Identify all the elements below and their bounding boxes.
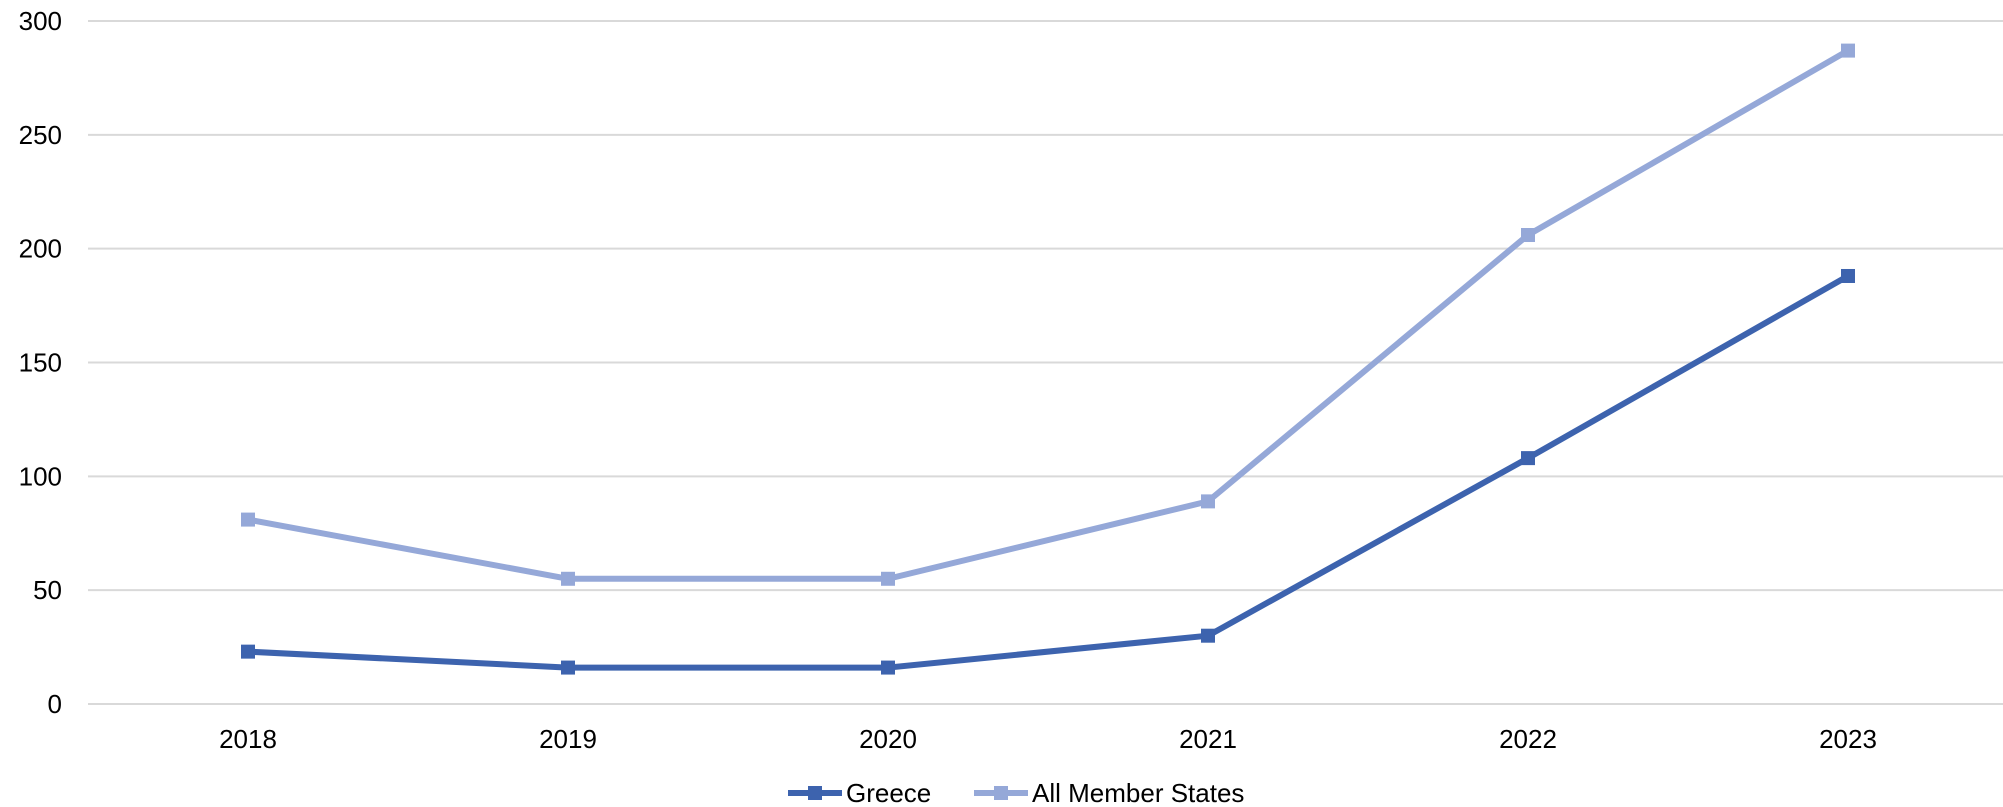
y-tick-label: 150 xyxy=(19,348,62,378)
legend-marker-swatch xyxy=(808,786,822,800)
y-axis-tick-labels: 0 50 100 150 200 250 300 xyxy=(19,6,62,719)
legend-label: Greece xyxy=(846,778,931,807)
data-point-marker xyxy=(1841,43,1855,58)
data-point-marker xyxy=(241,644,255,659)
legend: Greece All Member States xyxy=(788,778,1244,807)
x-axis-tick-labels: 2018 2019 2020 2021 2022 2023 xyxy=(219,724,1877,754)
legend-item: All Member States xyxy=(974,778,1244,807)
y-tick-label: 200 xyxy=(19,234,62,264)
x-tick-label: 2018 xyxy=(219,724,277,754)
legend-item: Greece xyxy=(788,778,931,807)
legend-label: All Member States xyxy=(1032,778,1244,807)
data-point-marker xyxy=(881,660,895,675)
y-tick-label: 50 xyxy=(33,575,62,605)
series-greece xyxy=(241,268,1855,675)
legend-marker-swatch xyxy=(994,786,1008,800)
x-tick-label: 2021 xyxy=(1179,724,1237,754)
x-tick-label: 2020 xyxy=(859,724,917,754)
y-tick-label: 250 xyxy=(19,120,62,150)
x-tick-label: 2023 xyxy=(1819,724,1877,754)
data-point-marker xyxy=(881,571,895,586)
series-lines xyxy=(241,43,1855,675)
y-tick-label: 300 xyxy=(19,6,62,36)
data-point-marker xyxy=(1841,268,1855,283)
data-point-marker xyxy=(1521,228,1535,243)
y-tick-label: 0 xyxy=(48,689,62,719)
data-point-marker xyxy=(561,571,575,586)
series-all-member-states xyxy=(241,43,1855,586)
data-point-marker xyxy=(1201,494,1215,509)
x-tick-label: 2019 xyxy=(539,724,597,754)
y-tick-label: 100 xyxy=(19,461,62,491)
data-point-marker xyxy=(1201,628,1215,643)
x-tick-label: 2022 xyxy=(1499,724,1557,754)
data-point-marker xyxy=(561,660,575,675)
data-point-marker xyxy=(1521,451,1535,466)
series-line xyxy=(245,272,1851,671)
grid-lines xyxy=(88,20,2003,705)
data-point-marker xyxy=(241,512,255,527)
series-line xyxy=(245,47,1851,582)
